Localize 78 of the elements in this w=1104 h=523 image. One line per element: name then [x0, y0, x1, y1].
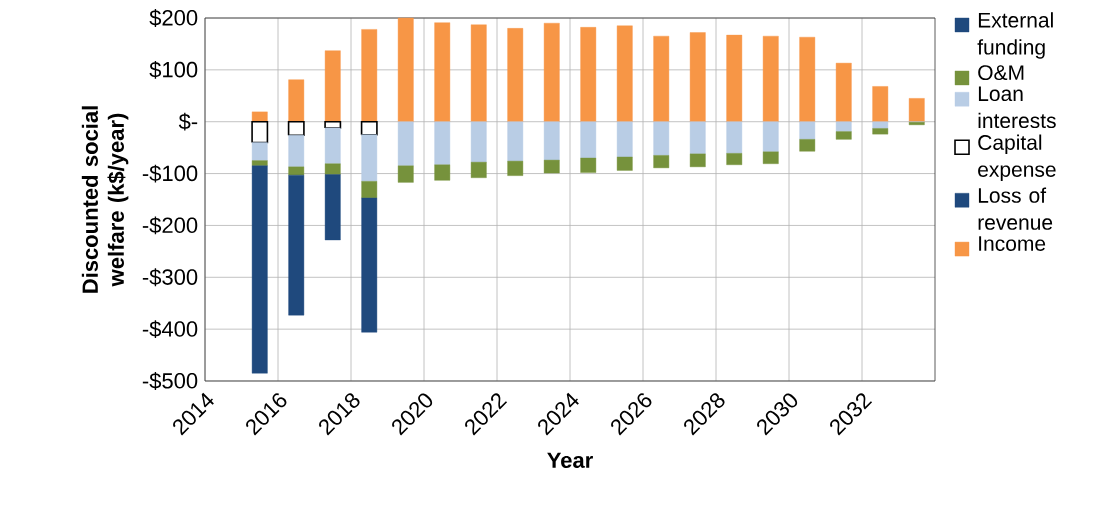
legend-label: External funding	[977, 12, 1053, 59]
x-axis-title: Year	[547, 452, 593, 468]
bar	[580, 27, 597, 122]
legend-label: Loan interests	[978, 86, 1056, 129]
bar	[434, 164, 451, 181]
y-tick-label: -$500	[142, 372, 198, 390]
bar	[799, 121, 816, 140]
bar	[397, 121, 414, 166]
bar	[799, 139, 816, 152]
bar	[251, 111, 268, 122]
bar	[361, 197, 378, 333]
bar	[726, 34, 743, 122]
bar	[361, 29, 378, 122]
bar	[470, 121, 487, 163]
bar	[872, 128, 889, 135]
bar	[470, 24, 487, 122]
bar	[361, 181, 378, 199]
y-tick-label: -$300	[142, 268, 198, 287]
legend-label: Loss of revenue	[978, 187, 1053, 230]
bar	[251, 142, 268, 161]
bar	[251, 160, 268, 166]
bar	[324, 50, 341, 122]
bar	[397, 17, 414, 122]
bar	[689, 121, 706, 155]
bar	[653, 35, 670, 122]
bar	[908, 98, 925, 122]
y-tick-label: $-	[178, 112, 198, 131]
bar	[726, 121, 743, 154]
bar	[397, 165, 414, 183]
y-tick-label: -$400	[142, 320, 198, 339]
bar	[360, 120, 378, 136]
bar	[361, 134, 378, 182]
bar	[653, 121, 670, 156]
bar	[288, 174, 305, 316]
bar	[872, 86, 889, 122]
y-axis-title: Discounted social welfare (k$/year)	[81, 106, 129, 293]
bar	[580, 157, 597, 173]
bar	[324, 127, 341, 164]
bar	[653, 155, 670, 169]
bar	[507, 121, 524, 162]
legend-label: O&M	[978, 65, 1024, 81]
bar	[543, 121, 560, 161]
bar	[507, 160, 524, 176]
bar	[835, 131, 852, 140]
bar	[762, 151, 779, 164]
bar	[543, 159, 560, 174]
bar	[762, 121, 779, 152]
bar	[689, 153, 706, 168]
bar	[616, 25, 633, 122]
bar	[288, 79, 305, 122]
bar	[434, 22, 451, 122]
bar	[287, 120, 305, 136]
bar	[434, 121, 451, 165]
y-tick-label: $200	[149, 9, 198, 27]
bar	[251, 165, 268, 374]
y-tick-label: -$100	[142, 164, 198, 183]
bar	[835, 121, 852, 132]
bar	[616, 121, 633, 158]
bar	[616, 156, 633, 171]
bar	[288, 135, 305, 168]
bar	[580, 121, 597, 159]
bar	[324, 163, 341, 175]
bar	[543, 22, 560, 122]
bar	[689, 32, 706, 122]
bar	[726, 153, 743, 165]
legend-label: Income	[979, 236, 1046, 251]
bar	[251, 120, 269, 144]
bar	[762, 35, 779, 122]
bar	[470, 161, 487, 178]
bar	[872, 121, 889, 129]
bar	[835, 62, 852, 122]
legend-label: Capital expense	[978, 134, 1056, 182]
bar	[288, 166, 305, 176]
bar	[799, 36, 816, 122]
bar	[507, 28, 524, 122]
y-tick-label: $100	[149, 60, 198, 79]
bar	[324, 174, 341, 241]
y-tick-label: -$200	[142, 216, 198, 235]
